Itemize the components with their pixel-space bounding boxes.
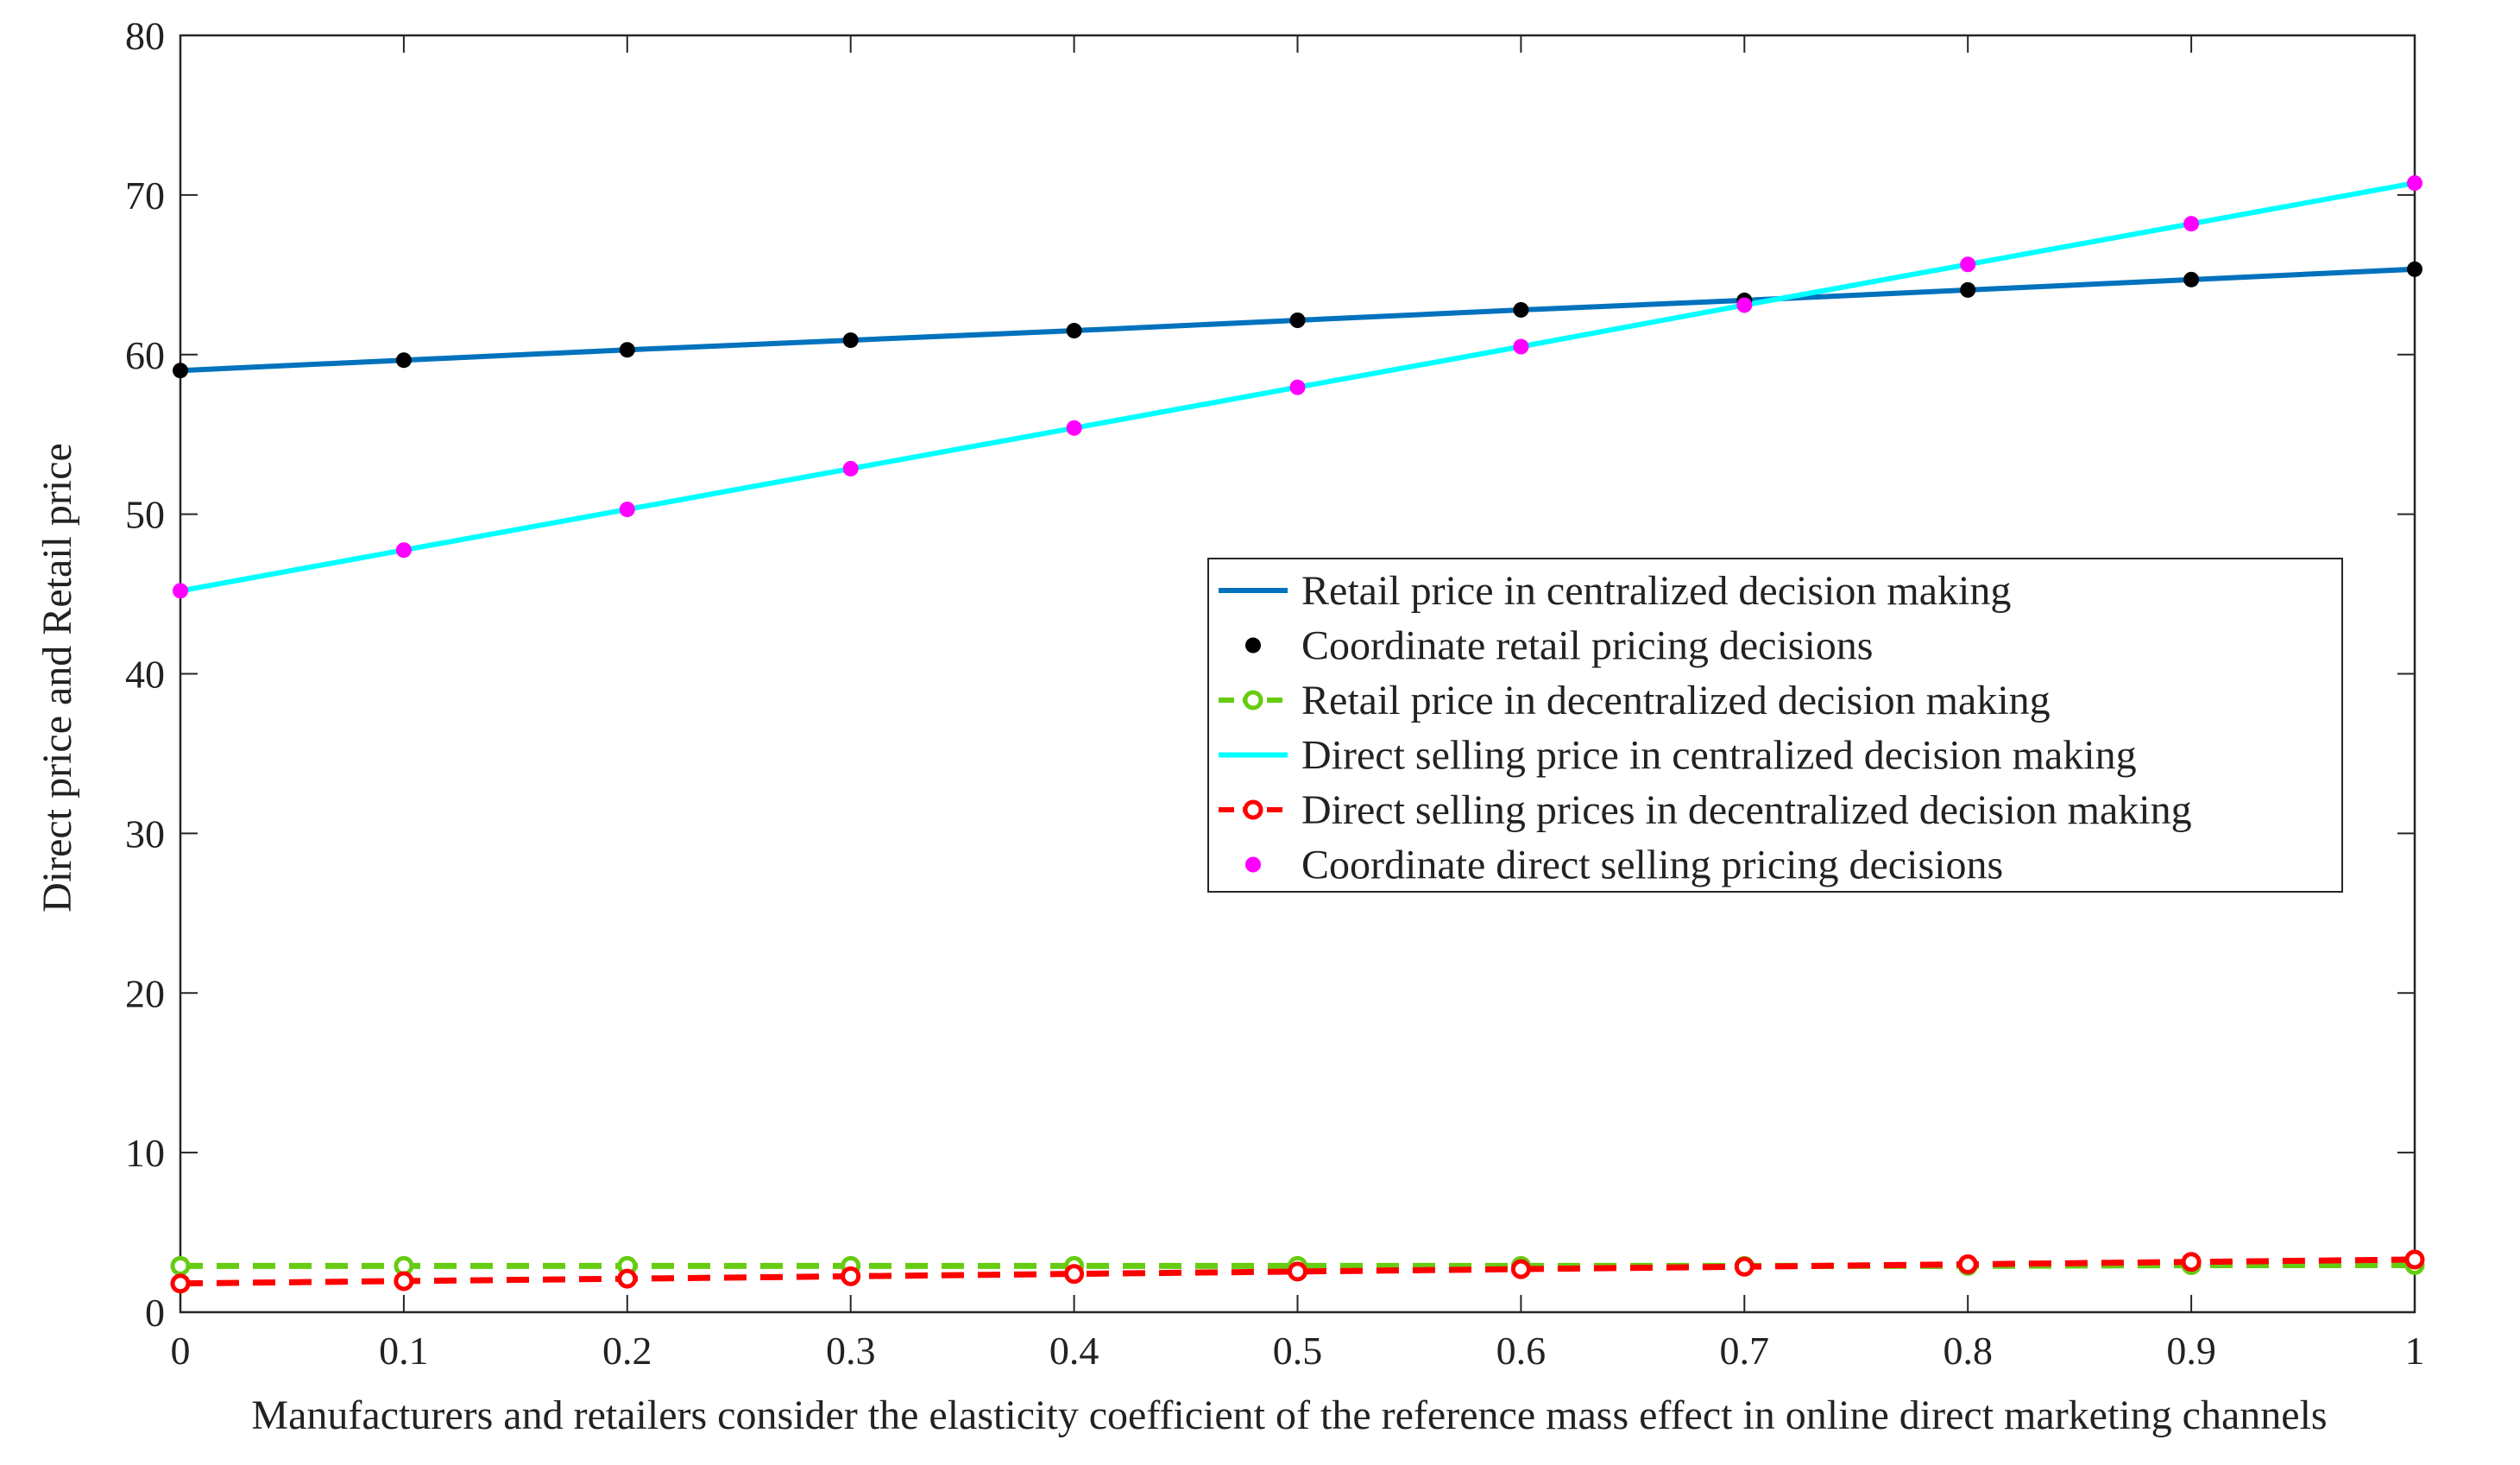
data-point	[1288, 1261, 1307, 1282]
legend-entry-1: Retail price in centralized decision mak…	[1219, 568, 2011, 614]
data-point	[1960, 256, 1976, 273]
legend-label: Coordinate retail pricing decisions	[1301, 623, 1873, 669]
x-tick-label: 0.3	[826, 1329, 876, 1373]
series-line	[180, 1256, 2416, 1287]
x-tick-label: 1	[2405, 1329, 2425, 1373]
y-tick-label: 80	[125, 14, 165, 58]
legend: Retail price in centralized decision mak…	[1207, 558, 2343, 893]
x-tick-label: 0.9	[2166, 1329, 2216, 1373]
data-point	[394, 1271, 414, 1291]
data-point	[1736, 297, 1753, 313]
data-point	[841, 1266, 861, 1286]
data-point	[2183, 216, 2200, 232]
data-point	[1960, 281, 1976, 298]
data-point	[842, 460, 859, 477]
legend-label: Direct selling prices in decentralized d…	[1301, 787, 2192, 833]
legend-label: Direct selling price in centralized deci…	[1301, 733, 2137, 779]
data-series	[170, 175, 2425, 1294]
data-point	[1289, 313, 1306, 329]
x-tick-label: 0.4	[1049, 1329, 1099, 1373]
legend-box	[1207, 558, 2343, 893]
x-tick-label: 0.8	[1943, 1329, 1993, 1373]
y-tick-label: 0	[145, 1291, 165, 1335]
x-tick-label: 0.6	[1496, 1329, 1547, 1373]
data-point	[1064, 1264, 1085, 1285]
legend-entry-5: Direct selling prices in decentralized d…	[1219, 787, 2192, 833]
data-point	[1510, 1259, 1531, 1279]
data-point	[2407, 261, 2422, 277]
x-tick-label: 0.7	[1720, 1329, 1770, 1373]
data-point	[1289, 379, 1306, 395]
y-tick-label: 20	[125, 971, 165, 1015]
x-axis-label: Manufacturers and retailers consider the…	[251, 1392, 2327, 1438]
x-tick-label: 0.1	[379, 1329, 429, 1373]
data-point	[2183, 271, 2200, 287]
legend-marker	[1243, 799, 1263, 820]
data-point	[173, 363, 188, 379]
legend-entries: Retail price in centralized decision mak…	[1219, 568, 2192, 888]
series-2	[173, 261, 2422, 379]
axis-ticks: 0 10 20 30 40 50 60 70 80 0 0.1 0.2 0.3 0.4 0.5 0.6 0.7 0…	[125, 14, 2425, 1373]
data-point	[395, 352, 412, 369]
legend-label: Coordinate direct selling pricing decisi…	[1301, 843, 2003, 888]
x-tick-label: 0.2	[602, 1329, 652, 1373]
y-tick-label: 10	[125, 1131, 165, 1175]
data-point	[170, 1273, 191, 1294]
legend-entry-3: Retail price in decentralized decision m…	[1219, 678, 2051, 723]
data-point	[619, 342, 635, 358]
data-point	[173, 583, 188, 599]
y-axis-label: Direct price and Retail price	[35, 443, 80, 912]
series-5	[170, 1249, 2425, 1294]
data-point	[1513, 338, 1529, 355]
legend-label: Retail price in decentralized decision m…	[1301, 678, 2051, 723]
legend-entry-4: Direct selling price in centralized deci…	[1219, 733, 2137, 779]
data-point	[1734, 1256, 1755, 1277]
y-tick-label: 40	[125, 653, 165, 697]
data-point	[2181, 1252, 2202, 1272]
data-point	[1957, 1254, 1978, 1275]
legend-marker	[1245, 856, 1261, 873]
y-tick-label: 70	[125, 174, 165, 218]
y-tick-label: 50	[125, 493, 165, 537]
data-point	[617, 1268, 638, 1289]
data-point	[395, 542, 412, 559]
legend-marker	[1245, 637, 1261, 654]
data-point	[619, 502, 635, 518]
legend-label: Retail price in centralized decision mak…	[1301, 568, 2011, 614]
data-point	[1066, 323, 1082, 339]
x-tick-label: 0.5	[1273, 1329, 1323, 1373]
data-point	[1513, 301, 1529, 318]
legend-entry-2: Coordinate retail pricing decisions	[1245, 623, 1873, 669]
data-point	[170, 1255, 191, 1276]
y-tick-label: 60	[125, 333, 165, 377]
legend-entry-6: Coordinate direct selling pricing decisi…	[1245, 843, 2003, 888]
series-6	[173, 175, 2422, 599]
x-tick-label: 0	[171, 1329, 191, 1373]
data-point	[1066, 420, 1082, 436]
legend-marker	[1243, 690, 1263, 710]
data-point	[2407, 175, 2422, 192]
data-point	[2404, 1249, 2425, 1270]
y-tick-label: 30	[125, 811, 165, 856]
data-point	[842, 332, 859, 349]
